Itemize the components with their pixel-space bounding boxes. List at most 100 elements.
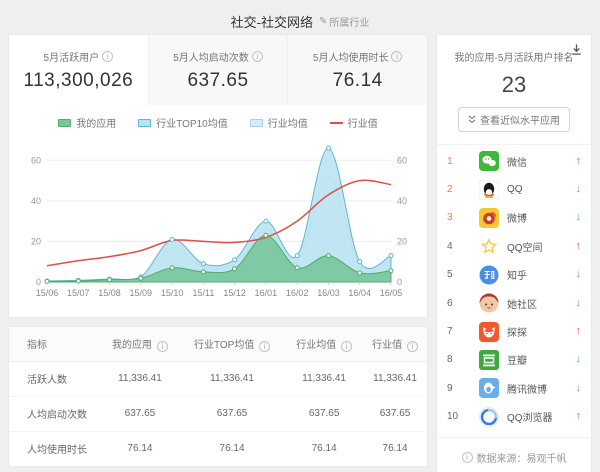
trend-up-icon: ↑ [575,325,582,338]
metric-card-value: 637.65 [187,69,249,91]
legend-label: 我的应用 [76,119,117,130]
info-icon[interactable]: i [406,340,418,352]
table-metric-cell: 人均使用时长 [27,445,87,457]
trend-down-icon: ↓ [575,353,582,366]
qzone-app-icon [479,236,499,256]
rank-row[interactable]: 6 她社区 ↓ [447,289,581,317]
chart-panel: 5月活跃用户 i 113,300,026 5月人均启动次数 i 637.65 5月人均使… [8,34,428,318]
table-value-cell: 637.65 [285,396,364,432]
view-similar-apps-button[interactable]: 查看近似水平应用 [458,107,570,132]
rank-row[interactable]: 9 腾讯微博 ↓ [447,374,581,402]
info-icon[interactable]: i [156,340,168,352]
rank-row[interactable]: 1 微信 ↑ [447,147,581,175]
table-row: 人均启动次数 637.65 637.65 637.65 637.65 [9,396,427,432]
qq-app-icon [478,179,500,201]
metric-card-1[interactable]: 5月活跃用户 i 113,300,026 [9,35,148,105]
weibo-app-icon [479,207,499,228]
wechat-app-icon [479,151,499,172]
app-name: 微博 [507,214,527,226]
svg-text:20: 20 [31,236,41,246]
info-icon[interactable]: i [259,340,271,352]
rank-number: 6 [447,297,453,309]
tantan-app-icon [479,321,499,342]
table-value-cell: 637.65 [101,396,179,432]
tashequ-app-icon [479,293,499,313]
table-value-cell: 11,336.41 [101,361,179,397]
svg-text:40: 40 [31,196,41,206]
trend-down-icon: ↓ [575,296,582,309]
legend-item[interactable]: 行业值 [329,115,378,130]
rank-panel: 我的应用-5月活跃用户排名 23 查看近似水平应用 1 微信 ↑ 2 QQ ↓ 3 微博 ↓ 4 Q… [436,34,592,472]
table-value-cell: 637.65 [178,396,286,432]
svg-text:40: 40 [397,196,407,206]
metric-card-label: 5月人均使用时长 i [313,49,403,64]
legend-item[interactable]: 行业均值 [249,115,308,130]
table-value-cell: 11,336.41 [285,361,364,397]
trend-up-icon: ↑ [575,154,582,167]
legend-label: 行业TOP10均值 [156,119,228,130]
trend-up-icon: ↑ [575,239,582,252]
info-icon[interactable]: i [102,50,114,62]
svg-text:15/06: 15/06 [36,288,59,298]
tencent-weibo-app-icon [479,378,499,399]
industry-link-label: 所属行业 [329,17,370,29]
trend-up-icon: ↑ [575,410,582,423]
info-icon[interactable]: i [341,340,353,352]
download-icon[interactable] [570,43,583,56]
rank-row[interactable]: 4 QQ空间 ↑ [447,232,581,260]
app-name: 豆瓣 [507,356,527,368]
rank-row[interactable]: 2 QQ ↓ [447,175,581,203]
svg-text:15/12: 15/12 [223,288,246,298]
metric-card-value: 76.14 [332,69,383,91]
metric-card-value: 113,300,026 [23,69,134,91]
table-row: 人均使用时长 76.14 76.14 76.14 76.14 [9,431,427,466]
rank-title: 我的应用-5月活跃用户排名 [454,53,574,64]
rank-number: 3 [447,212,453,224]
rank-row[interactable]: 5 知乎 ↓ [447,261,581,289]
rank-row[interactable]: 3 微博 ↓ [447,204,581,232]
app-name: 微信 [507,157,527,169]
table-header-cell: 行业TOP均值 i [178,327,286,362]
app-name: 探探 [507,328,527,340]
table-value-cell: 637.65 [363,396,427,432]
data-source-footer: i 数据来源：易观千帆 [437,436,591,472]
svg-text:20: 20 [397,236,407,246]
page-header: 社交-社交网络 ✎ 所属行业 [8,8,592,34]
rank-number: 9 [447,382,453,394]
table-header-cell: 行业均值 i [285,327,364,362]
svg-text:16/05: 16/05 [380,288,403,298]
svg-text:15/10: 15/10 [161,288,184,298]
legend-swatch [329,121,343,124]
rank-number: 1 [447,155,453,167]
info-icon[interactable]: i [251,50,263,62]
app-name: QQ空间 [507,242,543,254]
view-similar-apps-label: 查看近似水平应用 [480,116,560,127]
qq-browser-app-icon [479,406,499,427]
rank-row[interactable]: 7 探探 ↑ [447,317,581,345]
data-source-label: 数据来源：易观千帆 [476,453,567,465]
table-metric-cell: 活跃人数 [9,361,101,397]
metric-card-2[interactable]: 5月人均启动次数 i 637.65 [147,35,288,105]
legend-label: 行业均值 [267,119,308,130]
rank-list: 1 微信 ↑ 2 QQ ↓ 3 微博 ↓ 4 QQ空间 ↑ 5 知乎 ↓ 6 她社区 ↓ 7 探探 ↑ 8 豆瓣 ↓ 9 腾讯微博… [437,145,591,433]
industry-link[interactable]: ✎ 所属行业 [319,14,369,29]
double-chevron-down-icon [468,115,476,124]
svg-text:15/07: 15/07 [67,288,90,298]
table-metric-cell: 人均启动次数 [9,396,101,432]
app-name: QQ浏览器 [507,413,553,425]
rank-row[interactable]: 10 QQ浏览器 ↑ [447,403,581,431]
info-icon: i [461,451,473,463]
metric-cards: 5月活跃用户 i 113,300,026 5月人均启动次数 i 637.65 5月人均使… [9,35,428,105]
svg-text:0: 0 [36,277,41,287]
trend-chart[interactable]: 0 0 20 20 40 40 60 60 15/06 15/07 15/08 15/09 15/10 1… [9,132,427,317]
info-icon[interactable]: i [391,50,403,62]
legend-item[interactable]: 行业TOP10均值 [138,115,228,130]
legend-item[interactable]: 我的应用 [58,115,116,130]
app-name: 她社区 [507,299,537,311]
rank-row[interactable]: 8 豆瓣 ↓ [447,346,581,374]
svg-text:16/02: 16/02 [286,288,309,298]
rank-number: 8 [447,354,453,366]
metric-card-3[interactable]: 5月人均使用时长 i 76.14 [287,35,428,105]
left-column: 5月活跃用户 i 113,300,026 5月人均启动次数 i 637.65 5月人均使… [8,34,428,467]
